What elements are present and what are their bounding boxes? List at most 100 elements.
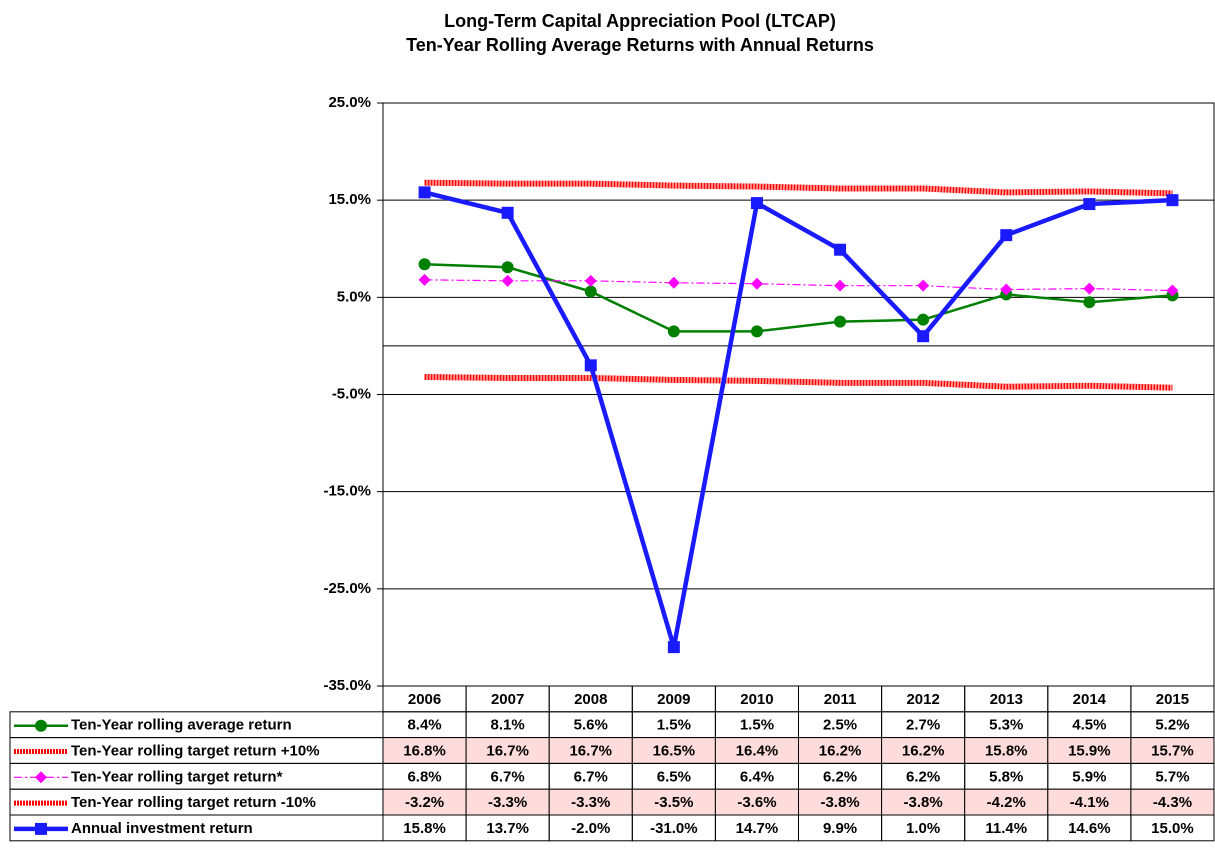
x-tick-label: 2013 xyxy=(990,691,1023,708)
chart-title: Long-Term Capital Appreciation Pool (LTC… xyxy=(444,11,836,31)
table-value: 11.4% xyxy=(985,820,1027,837)
marker xyxy=(917,313,930,326)
table-value: 5.8% xyxy=(989,768,1023,785)
marker xyxy=(1166,284,1179,297)
table-value: 6.4% xyxy=(740,768,774,785)
table-value: -4.2% xyxy=(987,794,1026,811)
x-tick-label: 2011 xyxy=(824,691,857,708)
y-tick-label: -35.0% xyxy=(323,677,371,694)
legend-label: Ten-Year rolling target return* xyxy=(71,768,283,785)
table-value: -3.3% xyxy=(488,794,527,811)
marker xyxy=(834,243,847,256)
series-line xyxy=(424,263,1173,333)
table-cell xyxy=(465,788,550,816)
table-cell xyxy=(1130,814,1215,842)
marker xyxy=(501,261,514,274)
table-cell xyxy=(382,788,467,816)
table-cell xyxy=(798,737,883,764)
table-cell xyxy=(881,788,966,816)
marker xyxy=(1166,194,1179,207)
marker xyxy=(917,279,930,292)
table-value: -3.3% xyxy=(571,794,610,811)
table-value: 5.3% xyxy=(989,717,1023,734)
table-value: 6.5% xyxy=(657,768,691,785)
table-value: 2.5% xyxy=(823,717,857,734)
table-cell xyxy=(964,788,1049,816)
series-line xyxy=(424,279,1173,292)
marker xyxy=(750,277,763,290)
table-cell xyxy=(964,737,1049,764)
table-value: 8.1% xyxy=(491,717,525,734)
marker xyxy=(501,274,514,287)
table-cell xyxy=(881,737,966,764)
marker xyxy=(667,641,680,654)
table-value: 16.7% xyxy=(569,742,612,759)
marker xyxy=(584,285,597,298)
marker xyxy=(501,206,514,219)
marker xyxy=(35,822,47,835)
table-value: 14.7% xyxy=(736,820,779,837)
legend-label: Ten-Year rolling average return xyxy=(71,717,292,734)
table-value: 16.2% xyxy=(819,742,862,759)
table-value: 4.5% xyxy=(1072,717,1106,734)
table-value: 5.2% xyxy=(1155,717,1189,734)
y-tick-label: 5.0% xyxy=(337,288,371,305)
table-value: 16.5% xyxy=(653,742,696,759)
table-value: -3.5% xyxy=(654,794,693,811)
series-line xyxy=(424,190,1173,650)
x-tick-label: 2007 xyxy=(491,691,524,708)
marker xyxy=(667,325,680,338)
table-value: 6.2% xyxy=(823,768,857,785)
table-value: 15.8% xyxy=(403,820,446,837)
table-value: 15.9% xyxy=(1068,742,1111,759)
x-tick-label: 2006 xyxy=(408,691,441,708)
table-value: -3.8% xyxy=(904,794,943,811)
marker xyxy=(1000,283,1013,296)
table-value: -3.2% xyxy=(405,794,444,811)
y-tick-label: -25.0% xyxy=(323,580,371,597)
table-value: 1.5% xyxy=(740,717,774,734)
table-value: 16.8% xyxy=(403,742,446,759)
marker xyxy=(418,258,431,271)
marker xyxy=(35,771,47,784)
x-tick-label: 2012 xyxy=(906,691,939,708)
table-value: 16.2% xyxy=(902,742,945,759)
table-value: -4.1% xyxy=(1070,794,1109,811)
x-tick-label: 2009 xyxy=(657,691,690,708)
marker xyxy=(1083,282,1096,295)
table-value: 9.9% xyxy=(823,820,857,837)
table-value: -3.6% xyxy=(737,794,776,811)
marker xyxy=(584,274,597,287)
table-value: 6.2% xyxy=(906,768,940,785)
x-tick-label: 2014 xyxy=(1073,691,1107,708)
table-value: 6.8% xyxy=(407,768,441,785)
legend-label: Annual investment return xyxy=(71,820,253,837)
y-tick-label: 15.0% xyxy=(328,191,371,208)
table-value: 16.7% xyxy=(486,742,529,759)
table-value: 15.7% xyxy=(1151,742,1194,759)
table-value: -31.0% xyxy=(650,820,698,837)
table-value: 1.5% xyxy=(657,717,691,734)
x-tick-label: 2008 xyxy=(574,691,607,708)
marker xyxy=(750,325,763,338)
marker xyxy=(834,279,847,292)
marker xyxy=(1000,229,1013,242)
legend-label: Ten-Year rolling target return +10% xyxy=(71,742,320,759)
marker xyxy=(834,315,847,328)
marker xyxy=(917,330,930,343)
marker xyxy=(667,276,680,289)
table-value: 15.0% xyxy=(1151,820,1194,837)
y-tick-label: -15.0% xyxy=(323,483,371,500)
table-value: 2.7% xyxy=(906,717,940,734)
marker xyxy=(418,186,431,199)
marker xyxy=(1083,296,1096,309)
table-value: 14.6% xyxy=(1068,820,1111,837)
x-tick-label: 2010 xyxy=(740,691,773,708)
table-cell xyxy=(1130,737,1215,764)
x-tick-label: 2015 xyxy=(1156,691,1189,708)
marker xyxy=(1083,198,1096,211)
table-value: -2.0% xyxy=(571,820,610,837)
marker xyxy=(418,273,431,286)
series-line xyxy=(424,374,1173,391)
table-value: -4.3% xyxy=(1153,794,1192,811)
